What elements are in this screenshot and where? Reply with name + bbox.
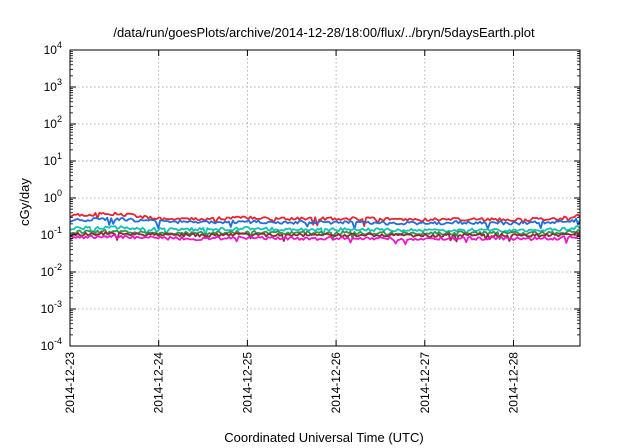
x-tick-labels: 2014-12-23 2014-12-24 2014-12-25 2014-12-26…	[63, 352, 520, 414]
y-tick-label: 10-2	[41, 262, 62, 279]
y-tick-label: 103	[44, 77, 62, 94]
y-tick-label: 100	[44, 188, 62, 205]
series-line	[69, 231, 581, 243]
x-tick-label: 2014-12-24	[152, 352, 166, 414]
grid	[70, 50, 580, 346]
y-tick-label: 10-3	[41, 299, 62, 316]
axis-ticks	[69, 49, 580, 347]
series-line	[69, 211, 581, 227]
x-tick-label: 2014-12-26	[329, 352, 343, 414]
y-tick-labels: 10-4 10-3 10-2 10-1 100 101 102 103 104	[41, 40, 62, 353]
x-tick-label: 2014-12-23	[63, 352, 77, 414]
y-tick-label: 104	[44, 40, 62, 57]
x-tick-label: 2014-12-27	[418, 352, 432, 414]
x-tick-label: 2014-12-28	[506, 352, 520, 414]
y-tick-label: 10-1	[41, 225, 62, 242]
chart-title: /data/run/goesPlots/archive/2014-12-28/1…	[113, 25, 535, 40]
y-tick-label: 102	[44, 114, 62, 131]
y-tick-label: 101	[44, 151, 62, 168]
series-line	[69, 225, 581, 237]
series-lines	[69, 211, 581, 246]
x-tick-label: 2014-12-25	[240, 352, 254, 414]
series-line	[69, 216, 581, 230]
x-axis-label: Coordinated Universal Time (UTC)	[224, 430, 423, 445]
y-tick-label: 10-4	[41, 336, 62, 353]
series-line	[69, 234, 581, 246]
y-axis-label: cGy/day	[17, 178, 32, 226]
